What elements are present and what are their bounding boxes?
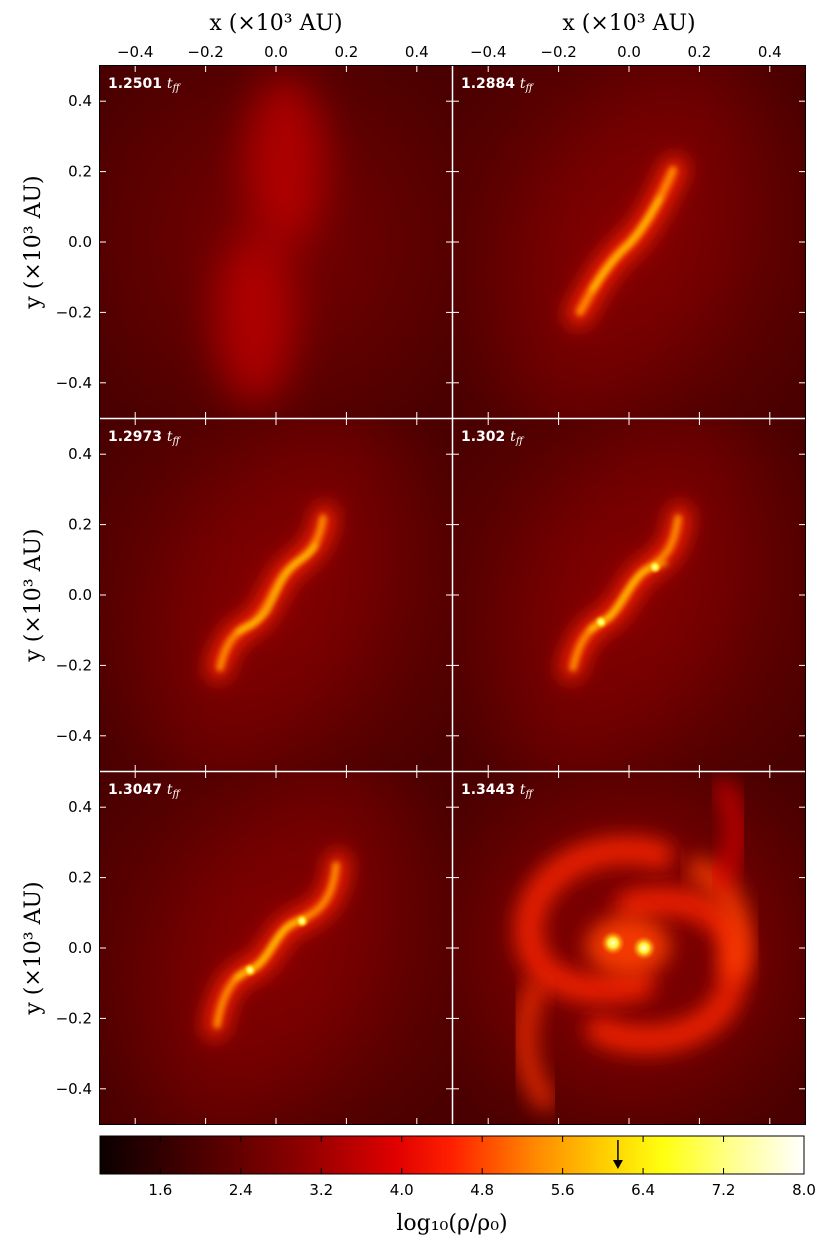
panel-2: [100, 419, 452, 771]
panel-1: [453, 66, 805, 418]
x-tick-label-col1-2: 0.0: [617, 43, 641, 61]
colorbar-tick-label-6: 6.4: [631, 1181, 655, 1199]
x-tick-label-col0-3: 0.2: [334, 43, 358, 61]
panel-0: [100, 66, 452, 418]
x-tick-label-col1-4: 0.4: [758, 43, 782, 61]
panel-5: [453, 772, 805, 1124]
panel-5-time: 1.3443 tff: [461, 782, 535, 800]
colorbar-tick-label-7: 7.2: [712, 1181, 736, 1199]
x-tick-label-col0-0: −0.4: [117, 43, 153, 61]
y-tick-label-row0-1: 0.2: [68, 163, 92, 181]
x-tick-label-col1-1: −0.2: [540, 43, 576, 61]
panel-3: [453, 419, 805, 771]
y-tick-label-row2-3: −0.2: [56, 1009, 92, 1027]
y-tick-label-row0-2: 0.0: [68, 233, 92, 251]
y-tick-label-row0-0: 0.4: [68, 92, 92, 110]
y-axis-title-bottom: y (×10³ AU): [21, 881, 46, 1015]
x-tick-label-col0-4: 0.4: [405, 43, 429, 61]
panel-1-time: 1.2884 tff: [461, 76, 535, 94]
x-tick-label-col1-3: 0.2: [687, 43, 711, 61]
y-tick-label-row1-2: 0.0: [68, 586, 92, 604]
colorbar: 1.6 2.4 3.2 4.0 4.8 5.6 6.4 7.2 8.0 log₁₀(ρ/ρ₀): [99, 1135, 816, 1236]
panel-grid-lines: [99, 65, 806, 1125]
x-tick-label-col1-0: −0.4: [470, 43, 506, 61]
y-tick-label-row2-1: 0.2: [68, 869, 92, 887]
panel-0-time: 1.2501 tff: [108, 76, 182, 94]
colorbar-tick-label-1: 2.4: [229, 1181, 253, 1199]
colorbar-marker-head: [612, 1160, 623, 1169]
panel-4: [100, 772, 452, 1124]
colorbar-label: log₁₀(ρ/ρ₀): [396, 1211, 507, 1236]
colorbar-tick-label-3: 4.0: [390, 1181, 414, 1199]
colorbar-tick-label-2: 3.2: [309, 1181, 333, 1199]
colorbar-tick-label-0: 1.6: [148, 1181, 172, 1199]
axis-ticks: −0.4 −0.2 0.0 0.2 0.4 −0.4 −0.2 0.0 0.2 0.4 0.4 0.2…: [56, 43, 805, 1124]
y-axis-title-middle: y (×10³ AU): [21, 528, 46, 662]
y-axis-title-top: y (×10³ AU): [21, 175, 46, 309]
y-tick-label-row1-3: −0.2: [56, 656, 92, 674]
colorbar-tick-label-5: 5.6: [551, 1181, 575, 1199]
y-tick-label-row0-3: −0.2: [56, 303, 92, 321]
y-tick-label-row2-0: 0.4: [68, 798, 92, 816]
x-axis-title-left: x (×10³ AU): [209, 11, 342, 36]
panel-3-time: 1.302 tff: [461, 429, 525, 447]
colorbar-marker-arrow: [612, 1140, 623, 1169]
x-tick-label-col0-1: −0.2: [187, 43, 223, 61]
colorbar-gradient: [99, 1135, 805, 1175]
y-tick-label-row1-4: −0.4: [56, 727, 92, 745]
y-tick-label-row1-1: 0.2: [68, 516, 92, 534]
y-tick-label-row1-0: 0.4: [68, 445, 92, 463]
y-tick-label-row2-4: −0.4: [56, 1080, 92, 1098]
y-tick-label-row2-2: 0.0: [68, 939, 92, 957]
x-axis-title-right: x (×10³ AU): [562, 11, 695, 36]
y-tick-label-row0-4: −0.4: [56, 374, 92, 392]
colorbar-ticks: 1.6 2.4 3.2 4.0 4.8 5.6 6.4 7.2 8.0: [148, 1136, 816, 1199]
colorbar-tick-label-4: 4.8: [470, 1181, 494, 1199]
x-tick-label-col0-2: 0.0: [264, 43, 288, 61]
panel-4-time: 1.3047 tff: [108, 782, 182, 800]
panel-2-time: 1.2973 tff: [108, 429, 182, 447]
colorbar-tick-label-8: 8.0: [792, 1181, 816, 1199]
